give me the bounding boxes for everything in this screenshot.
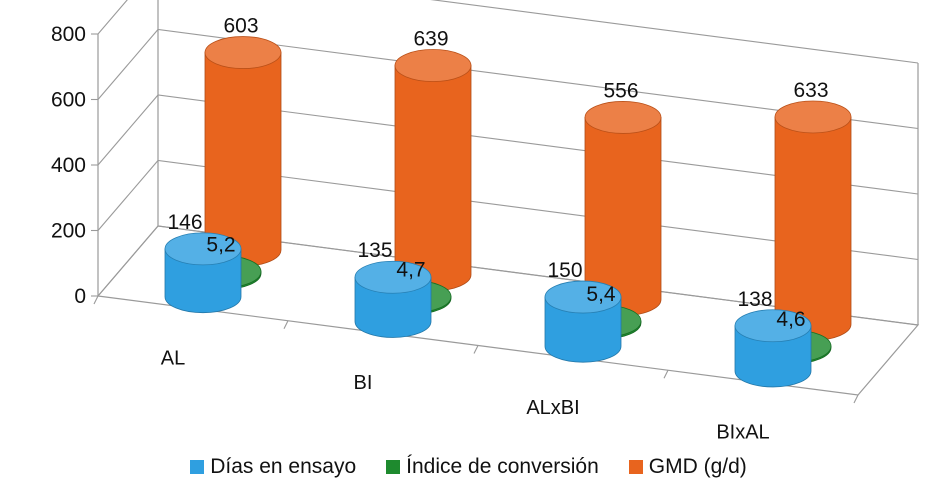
gridline xyxy=(97,0,919,64)
bar-top xyxy=(584,101,662,134)
bar-body xyxy=(394,65,472,292)
category-label: AL xyxy=(161,347,185,369)
gridlines xyxy=(91,0,919,326)
bar-top xyxy=(204,36,282,69)
data-label: 5,2 xyxy=(206,234,235,257)
data-labels: 603 639 556 633 5,2 4,7 5,4 4,6 146 135 150 138 xyxy=(167,15,828,332)
y-tick-label: 800 xyxy=(51,23,86,46)
gridline xyxy=(97,159,919,261)
bar-top xyxy=(394,49,472,82)
bar-top xyxy=(774,100,852,134)
bar xyxy=(354,260,432,338)
legend-item-dias: Días en ensayo xyxy=(190,455,356,479)
x-tick-mark xyxy=(663,370,669,379)
x-tick-mark xyxy=(93,295,99,305)
x-tick-mark xyxy=(283,320,289,329)
legend: Días en ensayo Índice de conversión GMD … xyxy=(0,452,937,482)
data-label: 633 xyxy=(793,79,828,102)
category-label: BIxAL xyxy=(716,422,769,444)
bar-body xyxy=(774,116,852,341)
data-label: 4,6 xyxy=(776,308,805,331)
bar-top xyxy=(734,309,812,343)
legend-label-dias: Días en ensayo xyxy=(210,455,357,478)
category-label: ALxBI xyxy=(526,397,579,419)
bar xyxy=(204,36,282,267)
bar-body xyxy=(544,296,622,363)
data-label: 5,4 xyxy=(586,283,616,306)
y-tick-label: 400 xyxy=(51,154,86,177)
legend-swatch-gmd xyxy=(628,460,643,474)
bar-body xyxy=(354,276,432,338)
category-label: BI xyxy=(354,372,373,394)
data-label: 603 xyxy=(223,15,258,38)
data-label: 146 xyxy=(167,211,202,234)
legend-item-indice: Índice de conversión xyxy=(386,455,599,479)
legend-label-indice: Índice de conversión xyxy=(406,455,599,478)
x-axis-category-labels: AL BI ALxBI BIxAL xyxy=(93,295,859,444)
bar-top xyxy=(164,232,242,266)
bar xyxy=(544,280,622,363)
data-label: 556 xyxy=(603,79,638,102)
data-label: 4,7 xyxy=(396,259,425,282)
legend-swatch-dias xyxy=(190,460,205,474)
x-tick-mark xyxy=(473,345,479,354)
bar xyxy=(734,309,812,388)
legend-item-gmd: GMD (g/d) xyxy=(628,455,747,479)
data-label: 138 xyxy=(737,288,772,311)
bar xyxy=(774,100,852,341)
y-axis-ticks: 0 200 400 600 800 xyxy=(51,23,86,308)
data-label: 639 xyxy=(413,28,448,51)
bar-top xyxy=(354,260,432,294)
y-tick-label: 600 xyxy=(51,89,86,112)
x-tick-mark xyxy=(853,394,859,404)
legend-label-gmd: GMD (g/d) xyxy=(648,455,747,478)
gridline xyxy=(97,225,919,326)
bar-body xyxy=(164,248,242,314)
gridline xyxy=(97,28,919,130)
bar xyxy=(164,232,242,314)
y-tick-label: 0 xyxy=(74,285,86,308)
bar-body xyxy=(734,325,812,388)
bar-series xyxy=(164,36,852,388)
y-tick-label: 200 xyxy=(51,220,86,243)
gridline xyxy=(97,94,919,195)
bar-top xyxy=(544,280,622,314)
data-label: 135 xyxy=(357,239,392,262)
legend-swatch-indice xyxy=(386,460,401,474)
data-label: 150 xyxy=(547,259,582,282)
bar xyxy=(394,49,472,292)
